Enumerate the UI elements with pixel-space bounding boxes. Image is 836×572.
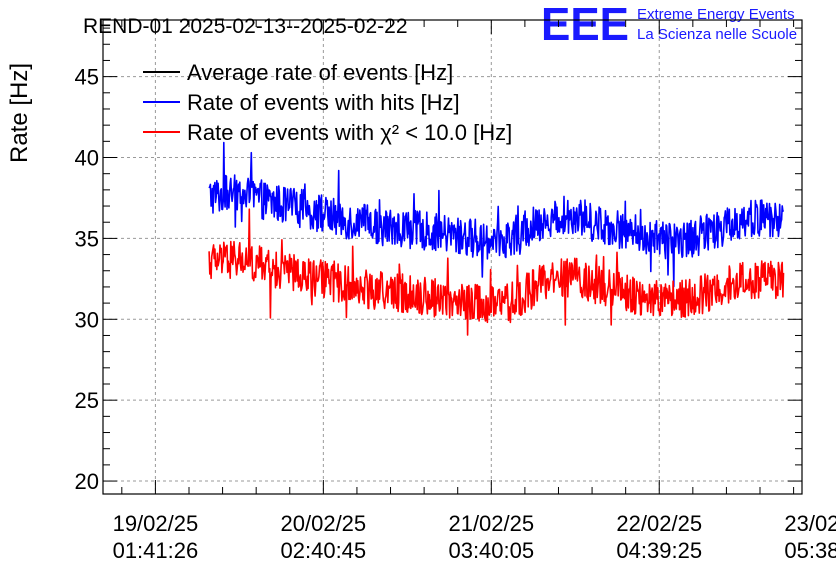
eee-logo: EEE Extreme Energy Events La Scienza nel… xyxy=(541,0,797,50)
x-tick-label-date: 21/02/25 xyxy=(448,511,534,536)
series-line-chi2 xyxy=(208,208,785,336)
legend-label: Rate of events with hits [Hz] xyxy=(187,90,460,115)
y-tick-label: 30 xyxy=(75,307,99,332)
legend-label: Rate of events with χ² < 10.0 [Hz] xyxy=(187,120,512,145)
legend: Average rate of events [Hz] Rate of event… xyxy=(143,60,512,145)
legend-label: Average rate of events [Hz] xyxy=(187,60,453,85)
y-tick-labels: 20 25 30 35 40 45 xyxy=(75,65,99,494)
y-tick-label: 25 xyxy=(75,388,99,413)
x-tick-label-time: 05:38:45 xyxy=(784,538,836,563)
series-line-hits xyxy=(208,141,785,288)
x-tick-label-time: 04:39:25 xyxy=(616,538,702,563)
axes xyxy=(102,19,803,495)
eee-logo-mark: EEE xyxy=(541,0,629,50)
x-tick-label-time: 03:40:05 xyxy=(448,538,534,563)
y-tick-label: 20 xyxy=(75,469,99,494)
y-axis-label: Rate [Hz] xyxy=(6,63,33,163)
plot-frame xyxy=(102,19,803,495)
y-tick-label: 45 xyxy=(75,65,99,90)
x-tick-label-date: 19/02/25 xyxy=(113,511,199,536)
y-tick-label: 40 xyxy=(75,146,99,171)
chart-title: REND-01 2025-02-13--2025-02-22 xyxy=(83,15,408,38)
x-tick-label-date: 23/02/25 xyxy=(784,511,836,536)
eee-logo-line2: La Scienza nelle Scuole xyxy=(637,26,797,43)
x-tick-label-time: 01:41:26 xyxy=(113,538,199,563)
x-tick-label-time: 02:40:45 xyxy=(281,538,367,563)
x-tick-label-date: 20/02/25 xyxy=(281,511,367,536)
x-tick-label-date: 22/02/25 xyxy=(616,511,702,536)
eee-logo-line1: Extreme Energy Events xyxy=(637,6,795,23)
data-series xyxy=(208,141,785,336)
y-tick-label: 35 xyxy=(75,226,99,251)
